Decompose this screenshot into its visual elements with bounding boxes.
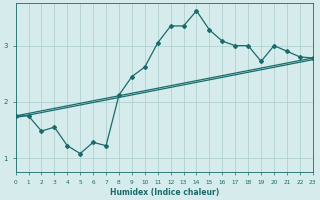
X-axis label: Humidex (Indice chaleur): Humidex (Indice chaleur): [109, 188, 219, 197]
